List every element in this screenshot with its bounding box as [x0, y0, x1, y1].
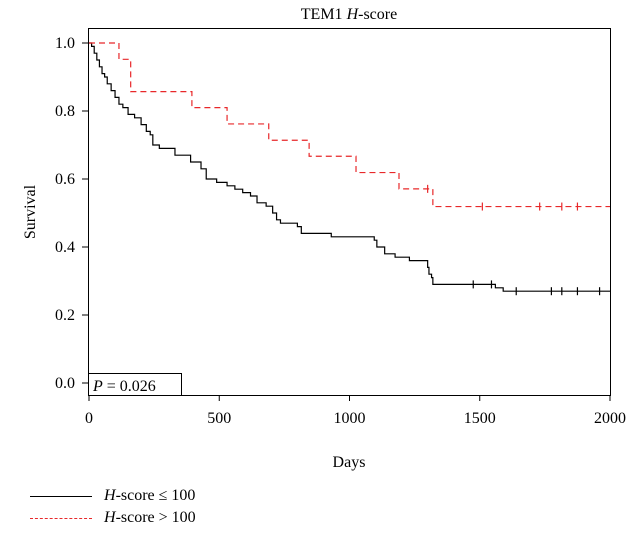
y-tick-label: 0.2: [55, 307, 75, 324]
x-tick-label: 2000: [594, 410, 626, 427]
y-tick-label: 0.0: [55, 375, 75, 392]
survival-chart: TEM1 H-score 0 500 1000 1500 2000 0.00.20.40…: [22, 6, 626, 471]
series-line-1: [89, 42, 610, 208]
title-prefix: TEM1: [301, 6, 347, 23]
x-tick-label: 1000: [334, 410, 366, 427]
y-axis-ticks: 0.0 0.2 0.4 0.6 0.8 1.0: [55, 35, 89, 392]
y-tick-label: 0.6: [55, 171, 75, 188]
legend-label-low: H-score ≤ 100: [104, 487, 196, 504]
legend-swatch-solid: [30, 495, 92, 497]
legend-item-high: H-score > 100: [30, 507, 196, 529]
title-italic: H: [346, 6, 360, 23]
series-line-0: [89, 42, 610, 292]
title-suffix: -score: [358, 6, 397, 23]
series-layer: [89, 42, 610, 296]
x-tick-label: 1500: [464, 410, 496, 427]
p-value-text: P = 0.026: [92, 378, 156, 395]
y-axis-label: Survival: [22, 184, 39, 239]
x-axis-label: Days: [333, 454, 366, 471]
y-tick-label: 0.4: [55, 239, 75, 256]
p-italic: P: [92, 378, 103, 395]
x-tick-label: 0: [85, 410, 93, 427]
legend-label-high: H-score > 100: [104, 509, 196, 526]
x-axis-ticks: 0 500 1000 1500 2000: [85, 395, 626, 427]
p-value-annotation: P = 0.026: [88, 373, 182, 396]
legend-swatch-dashed: [30, 517, 92, 519]
p-rest: = 0.026: [103, 378, 156, 395]
y-tick-label: 0.8: [55, 103, 75, 120]
legend-item-low: H-score ≤ 100: [30, 485, 196, 507]
y-tick-label: 1.0: [55, 35, 75, 52]
p-value-box: [88, 373, 182, 396]
plot-frame: [88, 28, 611, 396]
x-tick-label: 500: [207, 410, 231, 427]
legend: H-score ≤ 100 H-score > 100: [30, 485, 196, 529]
chart-title: TEM1 H-score: [301, 6, 397, 23]
